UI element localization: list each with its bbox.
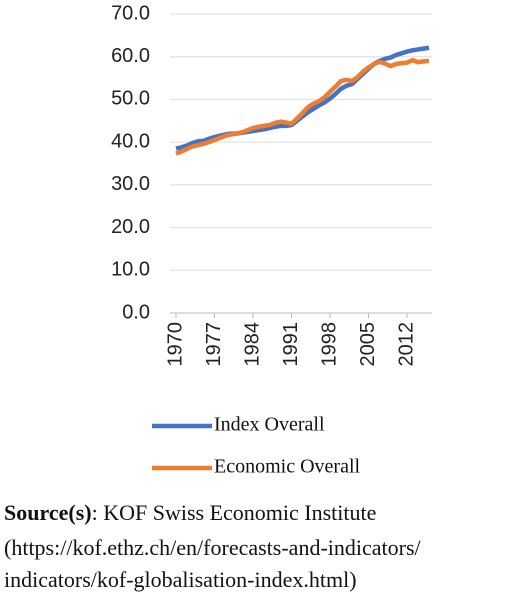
x-tick-label: 1970	[164, 322, 186, 367]
legend-label: Index Overall	[214, 414, 325, 436]
x-tick-label: 1977	[203, 322, 225, 367]
source-text: (https://kof.ethz.ch/en/forecasts-and-in…	[4, 535, 422, 560]
series-line	[175, 57, 430, 156]
x-tick-label: 1998	[318, 322, 340, 367]
legend-label: Economic Overall	[214, 456, 360, 478]
x-tick-label: 1991	[280, 322, 302, 367]
source-text: : KOF Swiss Economic Institute	[92, 500, 377, 525]
y-tick-label: 40.0	[111, 130, 150, 152]
y-tick-label: 0.0	[122, 301, 150, 323]
y-tick-label: 70.0	[111, 2, 150, 24]
x-tick-label: 1984	[241, 322, 263, 367]
y-tick-label: 20.0	[111, 216, 150, 238]
y-tick-label: 60.0	[111, 45, 150, 67]
x-tick-label: 2012	[395, 322, 417, 367]
x-tick-label: 2005	[357, 322, 379, 367]
y-tick-label: 30.0	[111, 173, 150, 195]
y-tick-label: 50.0	[111, 88, 150, 110]
source-label: Source(s)	[4, 500, 92, 525]
source-text: indicators/kof-globalisation-index.html)	[4, 567, 357, 592]
y-tick-label: 10.0	[111, 259, 150, 281]
source-line: Source(s): KOF Swiss Economic Institute	[4, 500, 376, 525]
series-line	[175, 45, 430, 151]
